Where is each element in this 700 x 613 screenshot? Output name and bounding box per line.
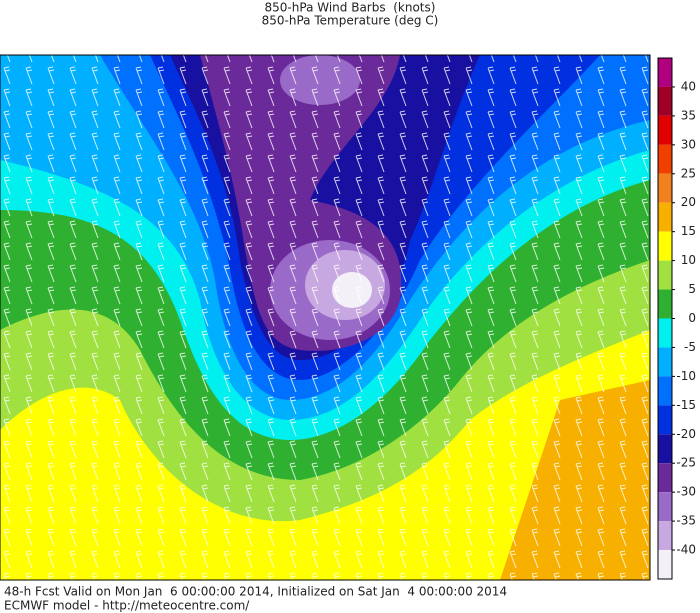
title-line: 850-hPa Temperature (deg C) — [262, 14, 439, 28]
colorbar-label: 20 — [681, 195, 696, 209]
colorbar-label: 10 — [681, 253, 696, 267]
colorbar-bin — [658, 347, 672, 377]
colorbar-bin — [658, 173, 672, 203]
colorbar-bin — [658, 405, 672, 435]
colorbar-bin — [658, 376, 672, 406]
colorbar-label: 25 — [681, 166, 696, 180]
colorbar-bin — [658, 492, 672, 522]
colorbar-label: 30 — [681, 137, 696, 151]
temperature-map — [0, 55, 650, 580]
colorbar-label: -5 — [684, 340, 696, 354]
colorbar-label: -35 — [676, 514, 696, 528]
colorbar-bin — [658, 550, 672, 579]
colorbar-bin — [658, 115, 672, 145]
footer-line: 48-h Fcst Valid on Mon Jan 6 00:00:00 20… — [4, 585, 507, 599]
colorbar-bin — [658, 231, 672, 261]
colorbar-label: 5 — [688, 282, 696, 296]
colorbar-label: -20 — [676, 427, 696, 441]
colorbar-label: -40 — [676, 543, 696, 557]
colorbar-bin — [658, 260, 672, 290]
colorbar-bin — [658, 202, 672, 232]
colorbar-label: 40 — [681, 79, 696, 93]
colorbar-label: -15 — [676, 398, 696, 412]
colorbar-bin — [658, 434, 672, 464]
colorbar-label: -25 — [676, 456, 696, 470]
map-frame — [0, 54, 651, 581]
colorbar-bin — [658, 289, 672, 319]
footer-line: ECMWF model - http://meteocentre.com/ — [4, 599, 250, 613]
colorbar-label: -10 — [676, 369, 696, 383]
colorbar-bin — [658, 86, 672, 116]
colorbar-bin — [658, 463, 672, 493]
title-line: 850-hPa Wind Barbs (knots) — [265, 1, 436, 15]
colorbar-label: 35 — [681, 108, 696, 122]
colorbar-bin — [658, 58, 672, 87]
colorbar-bin — [658, 144, 672, 174]
colorbar-bin — [658, 318, 672, 348]
colorbar-label: 15 — [681, 224, 696, 238]
colorbar-label: 0 — [688, 311, 696, 325]
colorbar-bin — [658, 521, 672, 551]
colorbar-label: -30 — [676, 485, 696, 499]
